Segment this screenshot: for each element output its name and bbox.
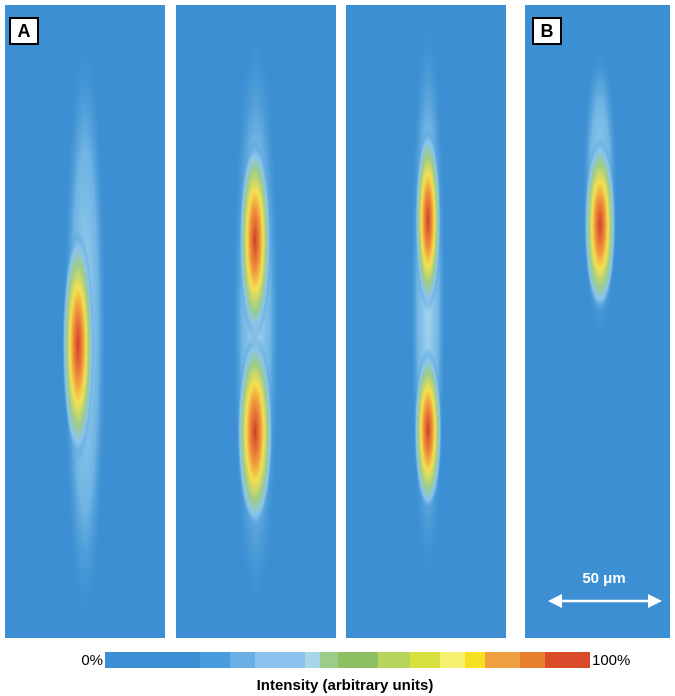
- panels: [5, 5, 670, 638]
- color-step: [320, 652, 338, 668]
- panel-label: B: [541, 21, 554, 41]
- color-step: [440, 652, 465, 668]
- hotspot: [414, 348, 442, 512]
- color-step: [520, 652, 545, 668]
- colorbar-max: 100%: [592, 652, 630, 669]
- color-step: [378, 652, 410, 668]
- color-step: [230, 652, 255, 668]
- label-box: [9, 17, 39, 45]
- arrowhead: [548, 594, 562, 608]
- hotspot: [415, 128, 441, 312]
- color-step: [545, 652, 590, 668]
- colorbar: [105, 652, 590, 668]
- hotspot: [239, 140, 271, 340]
- arrowhead: [648, 594, 662, 608]
- colorbar-title: Intensity (arbitrary units): [257, 677, 434, 694]
- hotspot: [237, 334, 273, 530]
- color-step: [255, 652, 305, 668]
- color-step: [200, 652, 230, 668]
- color-step: [410, 652, 440, 668]
- colorbar-min: 0%: [81, 652, 103, 669]
- panel-label: A: [18, 21, 31, 41]
- hotspot: [62, 230, 94, 460]
- color-step: [305, 652, 320, 668]
- color-step: [485, 652, 520, 668]
- color-step: [338, 652, 378, 668]
- scale-label: 50 μm: [582, 570, 625, 587]
- hotspot: [584, 137, 616, 313]
- color-step: [465, 652, 485, 668]
- scale-bar: [548, 594, 662, 608]
- label-box: [532, 17, 562, 45]
- color-step: [105, 652, 200, 668]
